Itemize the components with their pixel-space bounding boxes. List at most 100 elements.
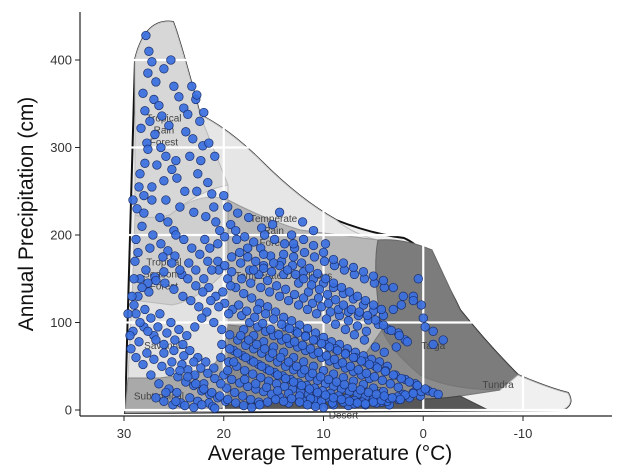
data-point — [209, 317, 219, 328]
data-point — [224, 309, 234, 319]
data-point — [299, 365, 310, 375]
data-point — [223, 394, 233, 405]
data-point — [203, 368, 213, 378]
data-point — [159, 396, 169, 406]
data-point — [240, 365, 250, 376]
data-point — [247, 293, 257, 303]
data-point — [192, 186, 202, 196]
data-point — [376, 304, 387, 315]
data-point — [344, 396, 355, 406]
data-point — [320, 239, 331, 249]
data-point — [328, 278, 339, 288]
data-point — [413, 274, 423, 284]
data-point — [132, 204, 142, 214]
data-point — [161, 387, 171, 398]
data-point — [178, 339, 188, 350]
data-point — [151, 335, 161, 345]
data-point — [203, 256, 213, 266]
data-point — [372, 363, 383, 373]
data-point — [258, 249, 269, 259]
data-point — [204, 138, 214, 148]
data-point — [308, 225, 319, 236]
data-point — [290, 269, 301, 280]
data-point — [225, 344, 235, 354]
data-point — [388, 304, 398, 315]
data-point — [328, 254, 339, 265]
data-point — [370, 342, 381, 352]
data-point — [340, 349, 351, 359]
data-point — [261, 382, 272, 392]
data-point — [154, 100, 164, 111]
data-point — [216, 352, 226, 363]
data-point — [266, 267, 277, 277]
data-point — [289, 337, 300, 347]
data-point — [252, 339, 262, 350]
data-point — [362, 310, 373, 321]
data-point — [175, 265, 185, 275]
data-point — [244, 335, 254, 345]
data-point — [196, 155, 206, 166]
biome-label-line: Rain — [154, 125, 175, 136]
data-point — [288, 252, 299, 262]
data-point — [170, 335, 180, 345]
data-point — [217, 339, 227, 350]
data-point — [308, 335, 319, 345]
data-point — [251, 379, 261, 389]
data-point — [313, 293, 324, 303]
data-point — [223, 365, 233, 376]
data-point — [271, 281, 282, 291]
data-point — [294, 397, 305, 407]
data-point — [135, 169, 145, 179]
data-point — [140, 106, 150, 116]
data-point — [142, 348, 152, 358]
data-point — [223, 202, 233, 212]
data-point — [284, 323, 295, 334]
data-point — [393, 382, 403, 392]
data-point — [128, 195, 138, 205]
data-point — [163, 246, 173, 256]
data-point — [207, 387, 217, 398]
data-point — [420, 384, 430, 394]
data-point — [346, 304, 357, 315]
data-point — [165, 366, 175, 377]
data-point — [149, 354, 159, 364]
data-point — [213, 256, 223, 266]
data-point — [358, 267, 369, 277]
data-point — [169, 81, 179, 91]
data-point — [250, 312, 260, 322]
data-point — [199, 384, 209, 394]
data-point — [210, 373, 220, 384]
data-point — [167, 258, 177, 268]
data-point — [225, 330, 235, 340]
data-point — [131, 352, 141, 363]
y-axis-ticks: 0 100 200 300 400 — [50, 53, 80, 418]
data-point — [158, 252, 168, 262]
biome-label-line: Temperate — [250, 214, 298, 225]
data-point — [249, 265, 259, 275]
data-point — [131, 309, 141, 319]
data-point — [377, 375, 388, 385]
data-point — [171, 396, 181, 406]
data-point — [387, 393, 397, 403]
data-point — [283, 295, 294, 306]
data-point — [183, 274, 193, 284]
data-point — [316, 338, 327, 349]
data-point — [227, 252, 237, 262]
data-points — [123, 30, 448, 413]
data-point — [321, 314, 332, 324]
data-point — [179, 234, 189, 245]
data-point — [157, 111, 167, 121]
data-point — [320, 274, 331, 284]
data-point — [249, 237, 259, 247]
data-point — [324, 342, 335, 352]
data-point — [151, 393, 161, 403]
data-point — [296, 258, 307, 268]
data-point — [292, 328, 303, 338]
data-point — [175, 202, 185, 212]
data-point — [298, 274, 309, 284]
data-point — [260, 309, 271, 319]
data-point — [191, 379, 201, 389]
data-point — [371, 389, 382, 399]
data-point — [183, 372, 193, 382]
data-point — [355, 385, 366, 395]
